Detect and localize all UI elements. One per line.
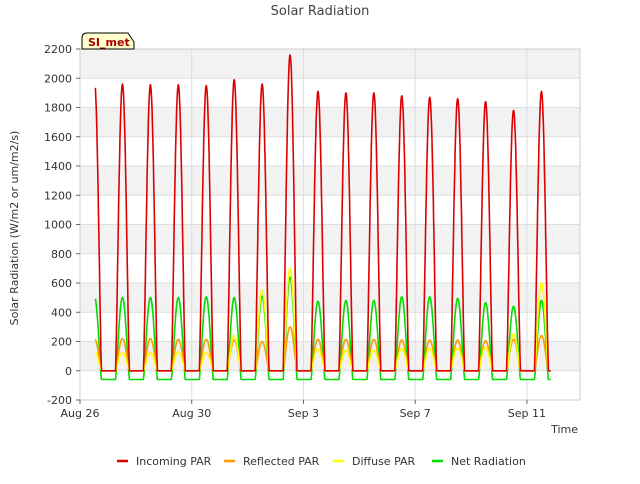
legend-label: Net Radiation bbox=[451, 455, 526, 468]
x-tick-label: Aug 30 bbox=[172, 407, 211, 420]
legend-label: Diffuse PAR bbox=[352, 455, 416, 468]
x-tick-label: Aug 26 bbox=[61, 407, 100, 420]
legend: Incoming PAR Reflected PAR Diffuse PAR Net … bbox=[117, 455, 526, 468]
x-axis-label: Time bbox=[550, 423, 578, 436]
plot-band bbox=[80, 136, 580, 166]
y-tick-label: 600 bbox=[51, 277, 72, 290]
series-line-net-radiation bbox=[94, 276, 552, 381]
series-line-incoming-par bbox=[94, 54, 552, 372]
plot-band bbox=[80, 224, 580, 254]
y-tick-label: -200 bbox=[47, 394, 72, 407]
plot-band bbox=[80, 78, 580, 108]
y-tick-label: 1600 bbox=[44, 131, 72, 144]
y-tick-label: 1800 bbox=[44, 102, 72, 115]
y-tick-label: 1200 bbox=[44, 189, 72, 202]
plot-band bbox=[80, 49, 580, 79]
y-axis-ticks: -200 0 200 400 600 800 1000 1200 1400 1600 1800 200… bbox=[44, 43, 80, 407]
legend-label: Incoming PAR bbox=[136, 455, 212, 468]
plot-band bbox=[80, 341, 580, 371]
y-tick-label: 2000 bbox=[44, 72, 72, 85]
y-tick-label: 2200 bbox=[44, 43, 72, 56]
annotation-box bbox=[81, 32, 135, 50]
y-tick-label: 200 bbox=[51, 336, 72, 349]
y-tick-label: 1000 bbox=[44, 219, 72, 232]
y-tick-label: 0 bbox=[65, 365, 72, 378]
plot-band bbox=[80, 166, 580, 196]
chart-title: Solar Radiation bbox=[271, 4, 370, 19]
plot-bands bbox=[80, 49, 580, 400]
plot-band bbox=[80, 312, 580, 342]
plot-band bbox=[80, 195, 580, 225]
si-met-annotation: SI_met bbox=[81, 32, 135, 50]
plot-band bbox=[80, 107, 580, 137]
y-tick-label: 400 bbox=[51, 306, 72, 319]
plot-band bbox=[80, 253, 580, 283]
series-layer bbox=[94, 54, 552, 381]
legend-label: Reflected PAR bbox=[243, 455, 320, 468]
plot-band bbox=[80, 370, 580, 400]
x-tick-label: Sep 7 bbox=[400, 407, 431, 420]
y-axis-label: Solar Radiation (W/m2 or um/m2/s) bbox=[8, 131, 21, 326]
plot-band bbox=[80, 283, 580, 313]
x-tick-label: Sep 11 bbox=[508, 407, 546, 420]
x-tick-label: Sep 3 bbox=[288, 407, 319, 420]
annotation-text: SI_met bbox=[88, 36, 130, 49]
x-axis-ticks: Aug 26 Aug 30 Sep 3 Sep 7 Sep 11 bbox=[61, 400, 546, 420]
y-tick-label: 1400 bbox=[44, 160, 72, 173]
y-tick-label: 800 bbox=[51, 248, 72, 261]
